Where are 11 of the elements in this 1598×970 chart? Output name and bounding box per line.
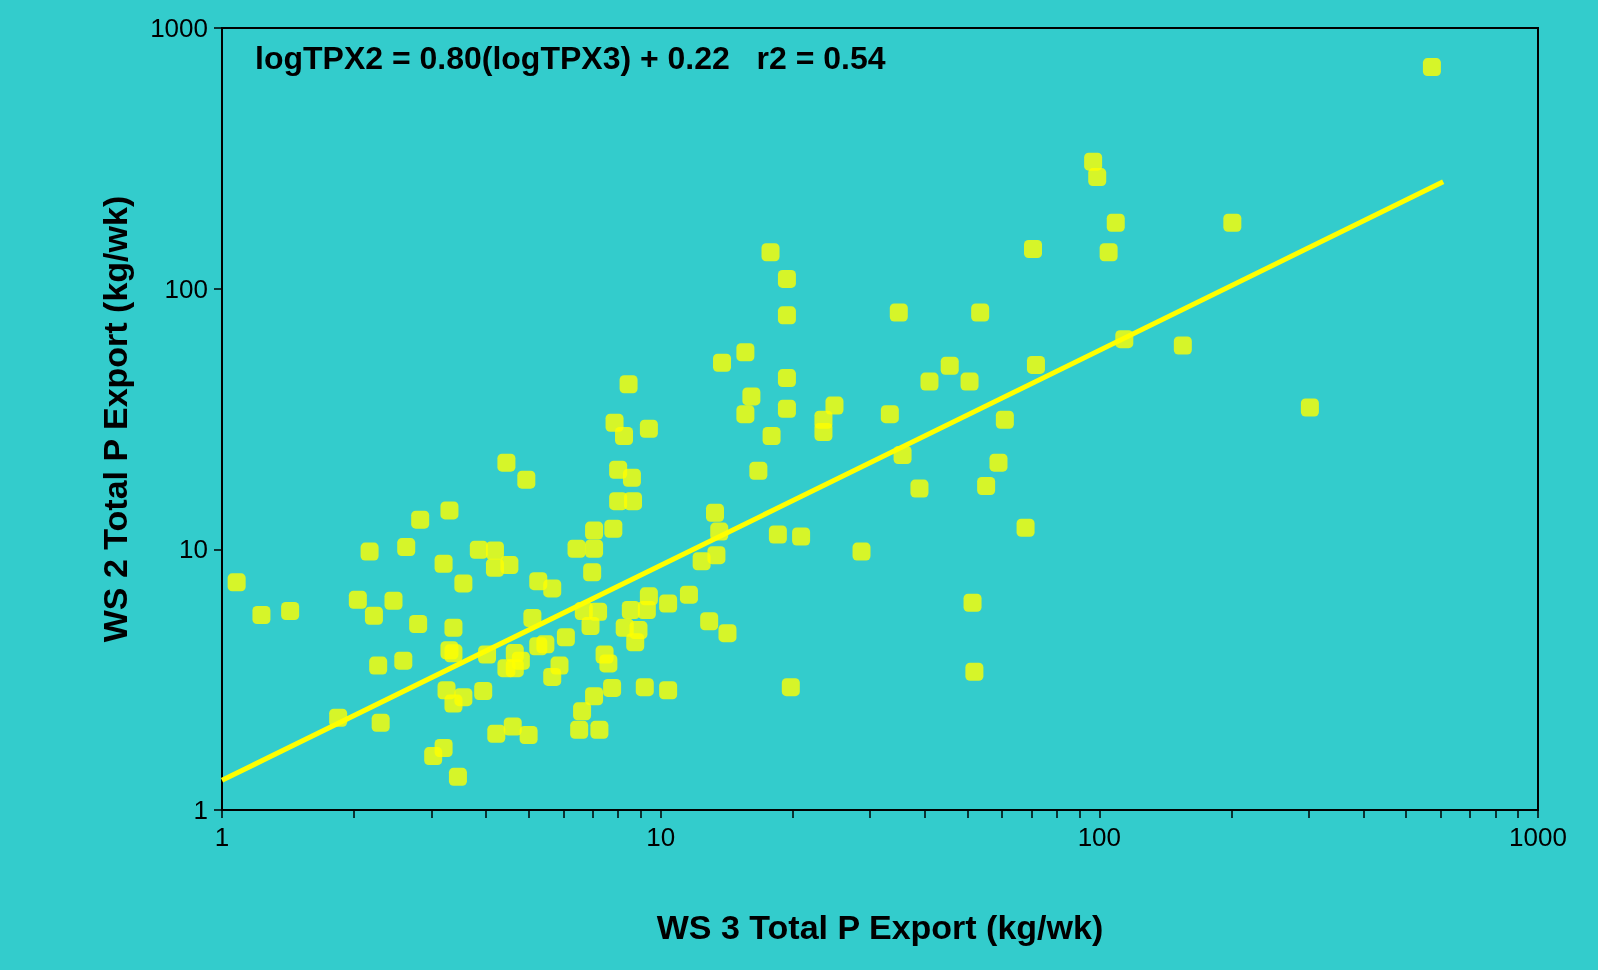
y-axis-title: WS 2 Total P Export (kg/wk) [96,195,134,643]
y-tick-label: 1 [193,795,208,825]
y-tick-label: 100 [164,273,208,304]
x-axis-title: WS 3 Total P Export (kg/wk) [656,908,1104,946]
x-tick-label: 1000 [1509,822,1567,852]
annotation: logTPX2 = 0.80(logTPX3) + 0.22 r2 = 0.54 [255,40,886,76]
y-tick-label: 1000 [150,13,208,43]
y-tick-label: 10 [179,534,208,565]
x-tick-label: 100 [1077,822,1122,852]
x-tick-label: 1 [214,822,230,852]
x-tick-label: 10 [646,822,676,852]
